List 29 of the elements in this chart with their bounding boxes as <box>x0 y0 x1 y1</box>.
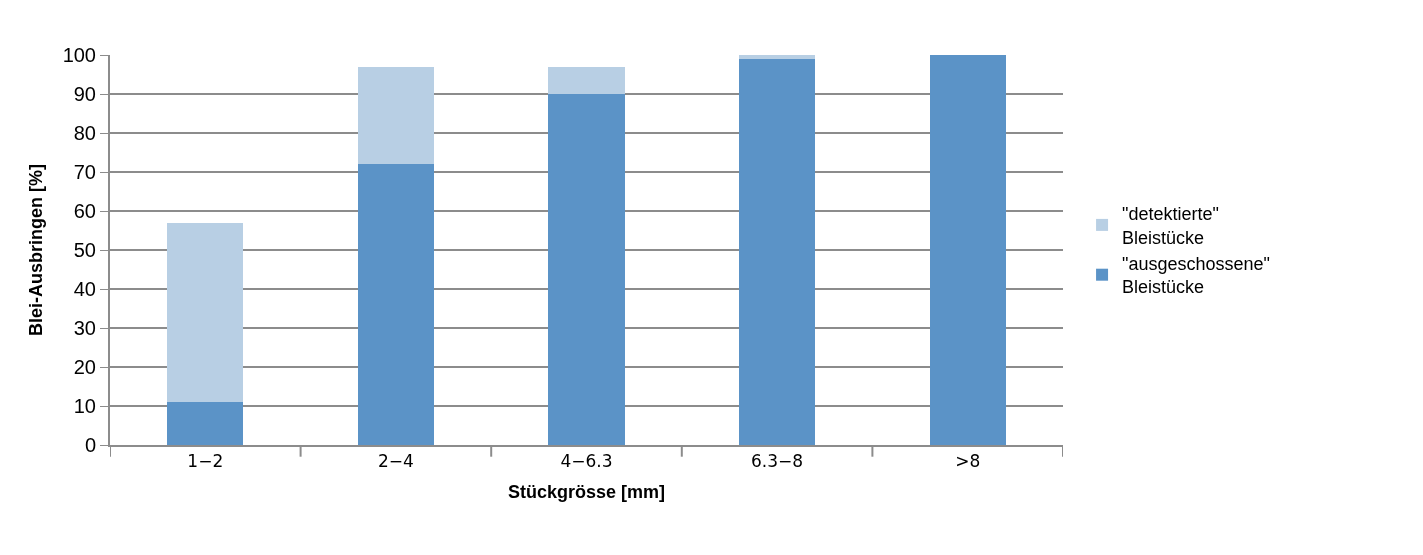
y-tick-label: 10 <box>73 395 96 417</box>
bar <box>357 66 435 165</box>
bar <box>357 164 435 445</box>
bar <box>548 94 625 445</box>
x-tick-label: 1−2 <box>187 451 224 472</box>
bar <box>929 55 1006 445</box>
bar <box>738 58 816 445</box>
y-tick-label: 20 <box>73 356 96 378</box>
y-tick-label: 100 <box>62 44 96 66</box>
x-tick-label: 2−4 <box>377 451 414 472</box>
y-tick-label: 60 <box>73 200 96 222</box>
bar <box>167 402 244 445</box>
x-axis-title: Stückgrösse [mm] <box>507 482 666 502</box>
y-tick-label: 40 <box>73 278 96 300</box>
bar <box>738 55 816 59</box>
y-tick-label: 90 <box>73 83 96 105</box>
y-tick-label: 70 <box>73 161 96 183</box>
y-tick-label: 50 <box>73 239 96 261</box>
y-tick-label: 0 <box>84 434 96 456</box>
bar <box>548 66 625 94</box>
legend-label: "ausgeschossene" Bleistücke <box>1122 254 1270 298</box>
x-tick-label: 4−6.3 <box>560 451 613 472</box>
x-tick-label: 6.3−8 <box>751 451 804 472</box>
x-tick-label: >8 <box>955 451 981 472</box>
y-tick-label: 80 <box>73 122 96 144</box>
legend-label: "detektierte" Bleistücke <box>1122 204 1219 248</box>
bar <box>167 222 244 403</box>
y-tick-label: 30 <box>73 317 96 339</box>
y-axis-title: Blei-Ausbringen [%] <box>26 163 47 337</box>
